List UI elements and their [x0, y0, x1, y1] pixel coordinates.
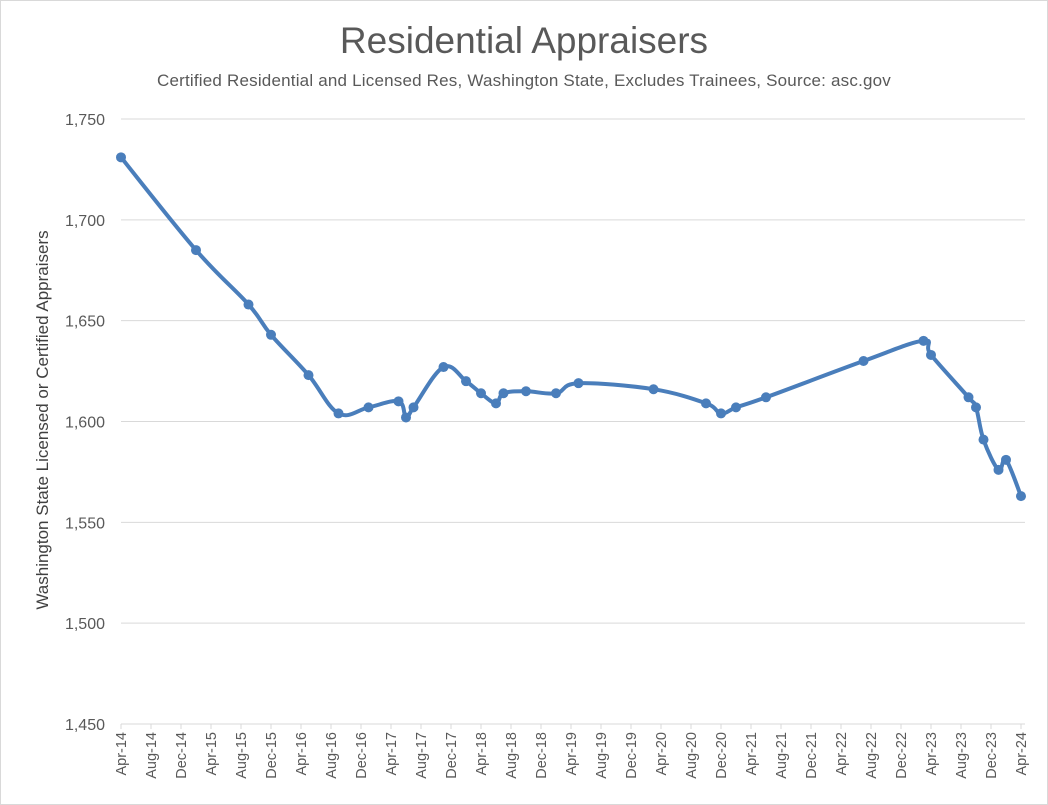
data-point — [491, 398, 501, 409]
x-tick-label: Dec-14 — [174, 732, 190, 779]
data-point — [918, 335, 929, 346]
data-point — [701, 398, 711, 409]
data-point — [1001, 454, 1011, 465]
x-tick-label: Apr-24 — [1014, 732, 1030, 776]
y-tick-label: 1,500 — [65, 616, 105, 633]
data-point — [963, 392, 974, 403]
x-tick-label: Aug-22 — [864, 732, 880, 779]
x-tick-label: Apr-21 — [744, 732, 760, 776]
x-tick-label: Dec-16 — [354, 732, 370, 779]
x-tick-label: Aug-16 — [324, 732, 340, 779]
data-point — [243, 299, 254, 310]
data-point — [926, 349, 936, 360]
x-tick-label: Dec-19 — [624, 732, 640, 779]
chart-subtitle: Certified Residential and Licensed Res, … — [156, 71, 892, 90]
x-tick-label: Dec-15 — [264, 732, 280, 779]
data-point — [573, 378, 584, 389]
data-point — [521, 386, 531, 397]
x-tick-label: Dec-22 — [894, 732, 910, 779]
y-tick-label: 1,650 — [65, 314, 105, 331]
data-point — [648, 384, 659, 395]
y-tick-label: 1,550 — [65, 515, 105, 532]
data-point — [498, 388, 509, 399]
y-tick-label: 1,450 — [65, 717, 105, 734]
x-tick-label: Apr-22 — [834, 732, 850, 776]
x-tick-label: Apr-20 — [654, 732, 670, 776]
x-tick-label: Apr-23 — [924, 732, 940, 776]
data-point — [333, 408, 344, 419]
x-tick-label: Dec-18 — [534, 732, 550, 779]
data-point — [363, 402, 374, 413]
data-point — [993, 464, 1004, 475]
x-tick-label: Apr-16 — [294, 732, 310, 776]
y-tick-label: 1,750 — [65, 112, 105, 129]
data-point — [731, 402, 741, 413]
data-point — [761, 392, 771, 403]
data-point — [978, 434, 989, 445]
x-tick-label: Dec-21 — [804, 732, 820, 779]
x-tick-label: Aug-19 — [594, 732, 610, 779]
x-tick-label: Aug-15 — [234, 732, 250, 779]
data-point — [476, 388, 486, 399]
x-tick-label: Dec-17 — [444, 732, 460, 779]
data-point — [438, 362, 449, 373]
data-point — [401, 412, 411, 423]
x-tick-label: Dec-20 — [714, 732, 730, 779]
x-tick-label: Aug-18 — [504, 732, 520, 779]
y-tick-label: 1,600 — [65, 415, 105, 432]
x-tick-label: Apr-17 — [384, 732, 400, 776]
x-tick-label: Aug-17 — [414, 732, 430, 779]
x-tick-label: Apr-19 — [564, 732, 580, 776]
data-point — [266, 329, 276, 340]
x-tick-label: Apr-14 — [114, 732, 130, 776]
x-tick-label: Aug-14 — [144, 732, 160, 779]
data-point — [858, 356, 869, 366]
y-axis-label: Washington State Licensed or Certified A… — [33, 230, 52, 609]
data-point — [461, 376, 471, 387]
data-point — [971, 402, 981, 413]
x-tick-label: Apr-15 — [204, 732, 220, 776]
x-tick-label: Aug-20 — [684, 732, 700, 779]
y-tick-label: 1,700 — [65, 213, 105, 230]
chart-title: Residential Appraisers — [339, 20, 709, 61]
x-tick-label: Aug-21 — [774, 732, 790, 779]
data-point — [551, 388, 561, 399]
x-tick-label: Dec-23 — [984, 732, 1000, 779]
data-point — [716, 408, 726, 419]
data-point — [393, 396, 404, 407]
data-point — [116, 152, 126, 163]
x-tick-label: Apr-18 — [474, 732, 490, 776]
series-line — [119, 155, 1023, 499]
data-point — [191, 245, 201, 256]
data-point — [1016, 491, 1026, 502]
x-tick-label: Aug-23 — [954, 732, 970, 779]
data-point — [303, 370, 314, 381]
data-point — [408, 402, 419, 413]
